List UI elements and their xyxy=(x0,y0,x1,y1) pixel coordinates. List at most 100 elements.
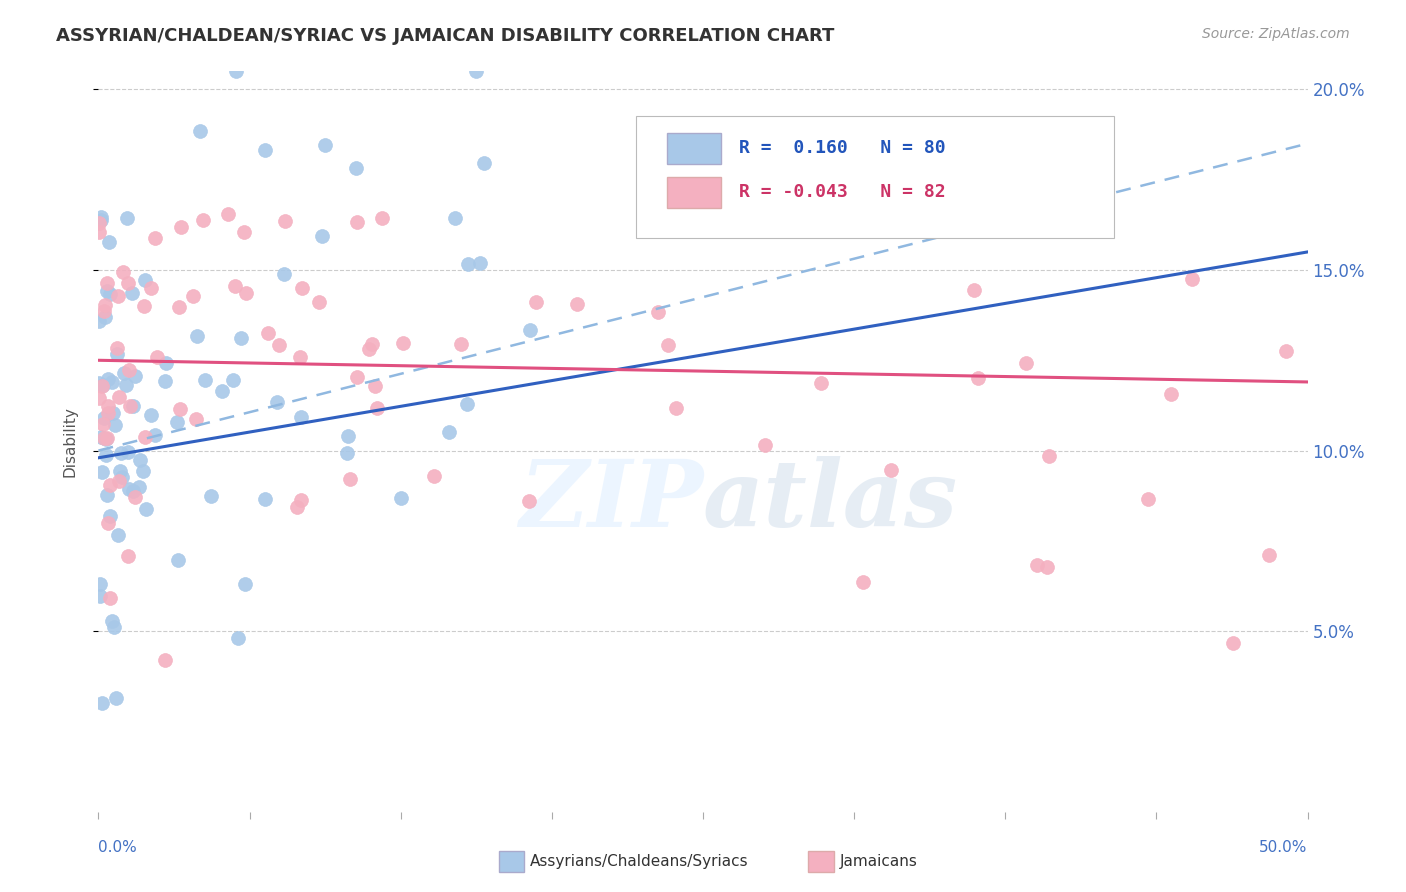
Point xyxy=(567,297,589,311)
Point xyxy=(104,417,127,432)
Point xyxy=(665,401,688,416)
Point xyxy=(235,286,257,301)
Point xyxy=(90,429,112,443)
Point xyxy=(107,528,129,542)
Point xyxy=(91,465,114,479)
Point xyxy=(879,463,901,477)
Point xyxy=(657,337,679,351)
Point xyxy=(754,438,776,452)
Point xyxy=(143,428,166,442)
Point xyxy=(96,276,118,290)
Bar xyxy=(666,178,721,209)
Point xyxy=(450,336,472,351)
Point xyxy=(107,475,129,489)
Point xyxy=(233,577,256,591)
Point xyxy=(344,161,367,175)
Y-axis label: Disability: Disability xyxy=(63,406,77,477)
Point xyxy=(121,285,143,300)
Point xyxy=(967,370,990,384)
Point xyxy=(253,143,276,157)
Text: R =  0.160   N = 80: R = 0.160 N = 80 xyxy=(740,138,946,157)
Point xyxy=(962,283,984,297)
Point xyxy=(314,138,336,153)
Point xyxy=(233,225,256,239)
Point xyxy=(852,575,875,590)
Point xyxy=(311,228,333,243)
Point xyxy=(115,211,138,225)
Point xyxy=(93,304,115,318)
Point xyxy=(91,417,114,431)
Point xyxy=(257,326,280,340)
Point xyxy=(104,691,127,706)
Bar xyxy=(666,133,721,164)
Point xyxy=(1015,356,1038,370)
Point xyxy=(224,279,246,293)
Point xyxy=(346,214,368,228)
Text: Assyrians/Chaldeans/Syriacs: Assyrians/Chaldeans/Syriacs xyxy=(530,855,748,869)
Point xyxy=(93,411,115,425)
Point xyxy=(100,477,122,491)
Point xyxy=(91,378,114,392)
Point xyxy=(93,431,115,445)
Point xyxy=(274,214,297,228)
Point xyxy=(169,220,191,235)
Point xyxy=(444,211,467,226)
Point xyxy=(290,493,312,508)
Point xyxy=(291,281,314,295)
Point xyxy=(97,406,120,420)
Point xyxy=(98,509,121,524)
Point xyxy=(1258,549,1281,563)
Point xyxy=(217,207,239,221)
Point xyxy=(103,620,125,634)
Point xyxy=(94,448,117,462)
Point xyxy=(98,286,121,301)
Point xyxy=(97,235,120,249)
Point xyxy=(810,376,832,390)
Point xyxy=(101,375,124,389)
Text: Jamaicans: Jamaicans xyxy=(839,855,917,869)
Point xyxy=(186,412,208,426)
Point xyxy=(1222,636,1244,650)
Point xyxy=(181,288,204,302)
Point xyxy=(169,301,191,315)
Point xyxy=(94,298,117,312)
Text: ASSYRIAN/CHALDEAN/SYRIAC VS JAMAICAN DISABILITY CORRELATION CHART: ASSYRIAN/CHALDEAN/SYRIAC VS JAMAICAN DIS… xyxy=(56,27,835,45)
Point xyxy=(94,310,117,324)
Point xyxy=(254,491,277,506)
Point xyxy=(1137,491,1160,506)
Point xyxy=(470,256,492,270)
FancyBboxPatch shape xyxy=(637,116,1114,238)
Point xyxy=(169,401,191,416)
Point xyxy=(134,273,156,287)
Point xyxy=(111,265,134,279)
Point xyxy=(134,430,156,444)
Point xyxy=(155,356,177,370)
Point xyxy=(96,431,118,445)
Text: Source: ZipAtlas.com: Source: ZipAtlas.com xyxy=(1202,27,1350,41)
Point xyxy=(87,376,110,390)
Point xyxy=(153,653,176,667)
Point xyxy=(437,425,460,439)
Point xyxy=(110,469,132,483)
Point xyxy=(120,399,142,413)
Point xyxy=(105,347,128,361)
Point xyxy=(110,446,132,460)
Point xyxy=(91,697,114,711)
Point xyxy=(285,500,308,514)
Point xyxy=(117,549,139,563)
Point xyxy=(361,337,384,351)
Point xyxy=(90,210,112,224)
Point xyxy=(211,384,233,399)
Point xyxy=(346,370,368,384)
Point xyxy=(1275,344,1298,359)
Point xyxy=(117,276,139,290)
Point xyxy=(128,480,150,494)
Point xyxy=(472,155,495,169)
Point xyxy=(366,401,388,416)
Point xyxy=(336,446,359,460)
Point xyxy=(139,281,162,295)
Point xyxy=(89,589,111,603)
Point xyxy=(112,366,135,380)
Point xyxy=(357,342,380,356)
Text: atlas: atlas xyxy=(703,456,959,546)
